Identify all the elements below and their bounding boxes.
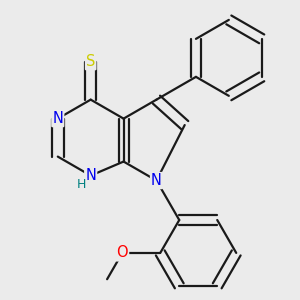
Text: S: S (86, 54, 95, 69)
Text: N: N (52, 111, 63, 126)
Text: O: O (116, 245, 128, 260)
Text: H: H (77, 178, 86, 191)
Text: N: N (151, 173, 162, 188)
Text: N: N (85, 168, 96, 183)
